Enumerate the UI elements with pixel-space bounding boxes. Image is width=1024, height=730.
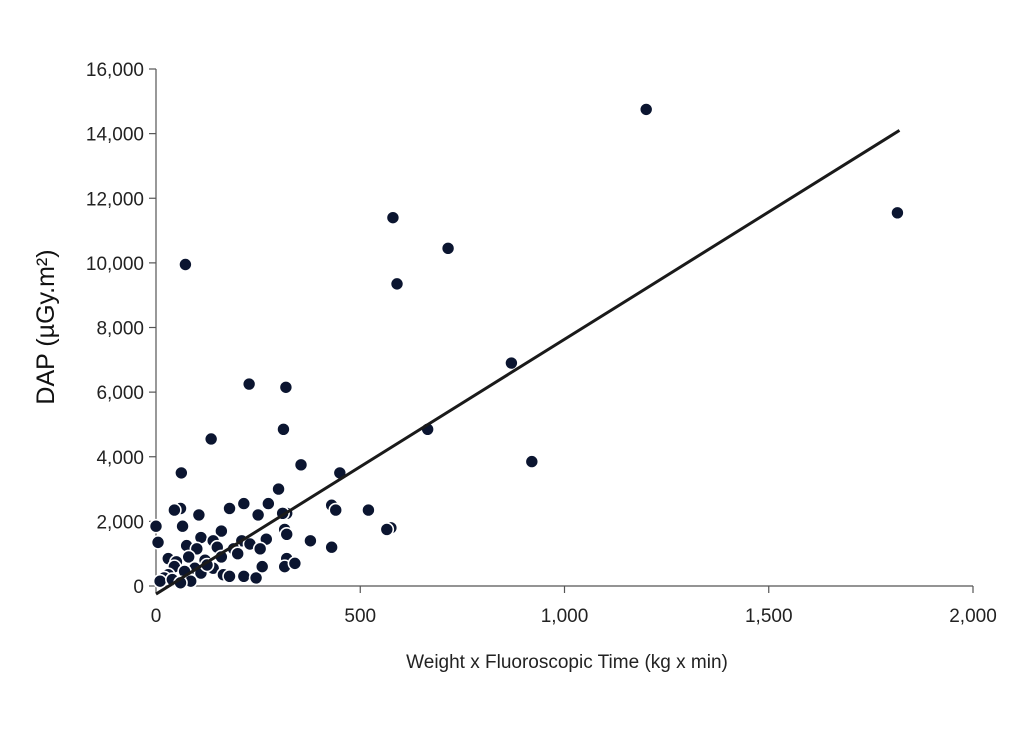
x-axis-title: Weight x Fluoroscopic Time (kg x min) bbox=[406, 652, 728, 673]
data-point bbox=[248, 570, 264, 586]
data-point bbox=[389, 276, 405, 292]
y-tick-label: 6,000 bbox=[96, 383, 144, 404]
data-point bbox=[203, 431, 219, 447]
data-point bbox=[181, 549, 196, 565]
data-point bbox=[252, 541, 268, 557]
data-point bbox=[293, 457, 309, 473]
data-point bbox=[261, 496, 276, 511]
data-point bbox=[287, 556, 303, 571]
data-point bbox=[214, 523, 229, 539]
data-point bbox=[890, 205, 905, 221]
data-points bbox=[148, 102, 905, 591]
data-point bbox=[638, 102, 654, 117]
data-point bbox=[303, 533, 318, 549]
x-tick-label: 1,000 bbox=[541, 606, 589, 627]
data-point bbox=[150, 535, 166, 550]
data-point bbox=[254, 559, 270, 574]
x-tick-label: 2,000 bbox=[949, 606, 997, 627]
data-point bbox=[222, 569, 237, 584]
y-tick-label: 0 bbox=[133, 577, 144, 598]
data-point bbox=[152, 573, 168, 589]
data-point bbox=[230, 546, 245, 561]
y-tick-label: 8,000 bbox=[96, 319, 144, 340]
y-tick-label: 16,000 bbox=[86, 60, 144, 81]
y-axis-title: DAP (µGy.m²) bbox=[32, 249, 60, 404]
y-tick-label: 12,000 bbox=[86, 189, 144, 210]
data-point bbox=[271, 481, 286, 497]
y-tick-label: 2,000 bbox=[96, 512, 144, 533]
data-point bbox=[276, 421, 291, 437]
data-point bbox=[524, 454, 540, 469]
data-point bbox=[178, 257, 193, 272]
x-tick-label: 0 bbox=[151, 606, 162, 627]
data-point bbox=[440, 241, 456, 256]
trend-line bbox=[155, 129, 901, 596]
data-point bbox=[279, 526, 295, 542]
y-ticks: 0 2,000 4,000 6,000 8,000 10,000 12,000 14,000 1… bbox=[86, 60, 156, 598]
data-point bbox=[241, 376, 257, 392]
y-tick-label: 4,000 bbox=[96, 448, 144, 469]
data-point bbox=[379, 522, 395, 537]
y-tick-label: 14,000 bbox=[86, 125, 144, 146]
data-point bbox=[324, 539, 339, 555]
data-point bbox=[236, 496, 252, 511]
x-tick-label: 1,500 bbox=[745, 606, 793, 627]
x-ticks: 0 500 1,000 1,500 2,000 bbox=[151, 586, 997, 627]
data-point bbox=[385, 210, 401, 225]
y-tick-label: 10,000 bbox=[86, 254, 144, 275]
data-point bbox=[191, 507, 207, 523]
data-point bbox=[361, 502, 376, 518]
data-point bbox=[175, 518, 190, 534]
x-tick-label: 500 bbox=[344, 606, 376, 627]
data-point bbox=[504, 355, 519, 371]
data-point bbox=[174, 465, 189, 481]
data-point bbox=[278, 379, 294, 395]
data-point bbox=[167, 502, 182, 518]
data-point bbox=[328, 502, 344, 518]
data-point bbox=[250, 507, 266, 523]
data-point bbox=[222, 501, 237, 516]
data-point bbox=[236, 569, 252, 584]
data-point bbox=[148, 518, 164, 534]
